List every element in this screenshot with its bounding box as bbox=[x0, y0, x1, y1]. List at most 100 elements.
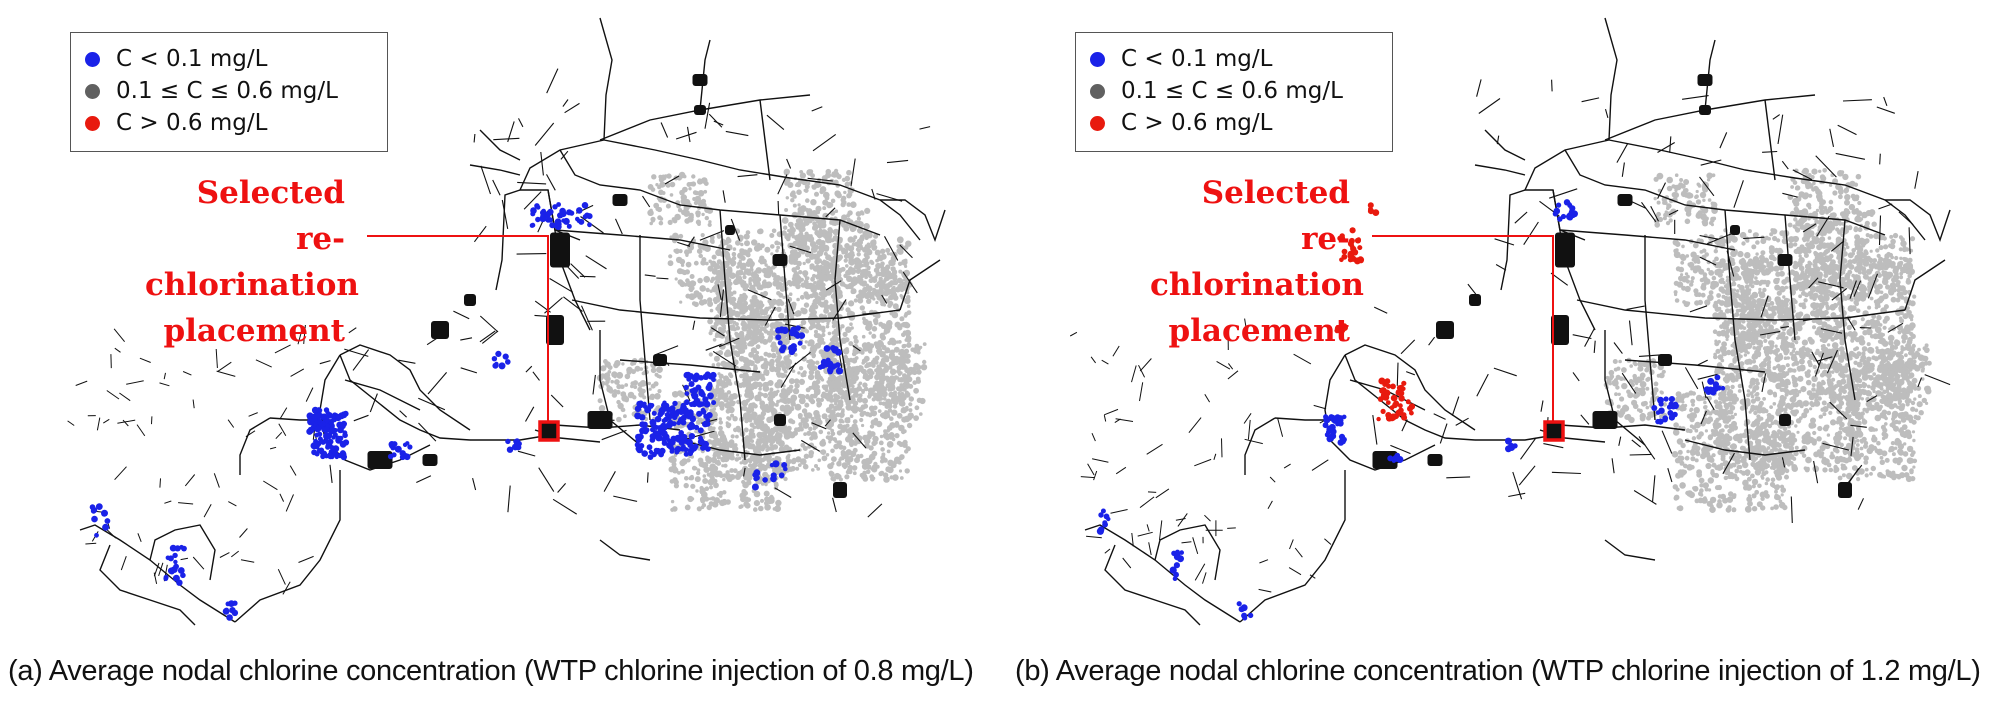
mid-node bbox=[848, 300, 855, 307]
pipe-line bbox=[725, 130, 749, 137]
pipe-line bbox=[75, 380, 88, 386]
mid-node bbox=[751, 429, 755, 433]
mid-node bbox=[765, 272, 772, 279]
mid-node bbox=[851, 465, 858, 471]
pipe-line bbox=[523, 191, 542, 210]
mid-node bbox=[1778, 306, 1785, 313]
low-node bbox=[676, 436, 682, 441]
mid-node bbox=[750, 423, 755, 428]
pipe-line bbox=[562, 99, 569, 107]
mid-node bbox=[839, 412, 845, 418]
mid-node bbox=[829, 422, 834, 428]
mid-node bbox=[701, 212, 705, 217]
mid-node bbox=[738, 348, 744, 354]
mid-node bbox=[785, 458, 792, 465]
mid-node bbox=[748, 281, 752, 285]
mid-node bbox=[767, 395, 774, 402]
low-node bbox=[751, 483, 759, 491]
mid-node bbox=[733, 448, 738, 452]
mid-node bbox=[805, 258, 811, 264]
mid-node bbox=[813, 281, 817, 285]
mid-node bbox=[865, 433, 872, 440]
mid-node bbox=[784, 181, 789, 186]
low-node bbox=[323, 407, 330, 413]
mid-node bbox=[916, 350, 921, 355]
low-node bbox=[559, 210, 567, 218]
low-node bbox=[672, 400, 678, 407]
mid-node bbox=[783, 170, 789, 176]
mid-node bbox=[764, 246, 771, 253]
low-node bbox=[656, 425, 662, 431]
mid-node bbox=[922, 342, 927, 346]
mid-node bbox=[829, 311, 837, 318]
dense-block bbox=[367, 451, 393, 469]
mid-node bbox=[733, 350, 739, 356]
pipe-line bbox=[213, 473, 220, 488]
mid-node bbox=[766, 446, 772, 451]
mid-node bbox=[719, 387, 724, 392]
mid-node bbox=[751, 294, 758, 301]
mid-node bbox=[746, 441, 750, 445]
mid-node bbox=[757, 335, 764, 342]
mid-node bbox=[700, 233, 705, 238]
mid-node bbox=[889, 384, 896, 391]
mid-node bbox=[764, 263, 768, 267]
mid-node bbox=[825, 453, 830, 457]
mid-node bbox=[752, 377, 757, 381]
mid-node bbox=[864, 383, 868, 387]
pipe-network bbox=[67, 17, 946, 626]
mid-node bbox=[750, 347, 758, 354]
mid-node bbox=[716, 460, 722, 466]
mid-node bbox=[649, 211, 654, 216]
pipe-line bbox=[178, 502, 194, 505]
mid-node bbox=[671, 217, 676, 222]
low-node bbox=[835, 348, 843, 356]
mid-node bbox=[713, 321, 719, 327]
mid-node bbox=[770, 444, 776, 450]
mid-node bbox=[778, 446, 786, 453]
mid-node bbox=[700, 202, 707, 209]
low-node bbox=[795, 325, 801, 331]
mid-node bbox=[817, 281, 821, 285]
mid-node bbox=[825, 168, 832, 175]
mid-node bbox=[875, 392, 882, 400]
mid-node bbox=[834, 190, 841, 197]
mid-node bbox=[893, 459, 899, 465]
mid-node bbox=[1713, 300, 1719, 306]
mid-node bbox=[821, 392, 829, 399]
mid-node bbox=[818, 242, 822, 246]
mid-node bbox=[846, 217, 851, 222]
mid-node bbox=[793, 256, 799, 262]
mid-node bbox=[1782, 300, 1788, 306]
mid-node bbox=[710, 240, 715, 244]
mid-node bbox=[843, 190, 847, 195]
pipe-line bbox=[784, 323, 805, 329]
mid-node bbox=[612, 389, 618, 394]
mid-node bbox=[822, 212, 829, 220]
mid-node bbox=[756, 276, 762, 283]
pipe-line bbox=[713, 120, 724, 126]
mid-node bbox=[709, 485, 713, 490]
mid-node bbox=[859, 305, 865, 311]
mid-node bbox=[790, 458, 797, 465]
mid-node bbox=[887, 281, 893, 288]
pipe-line bbox=[319, 360, 331, 365]
mid-node bbox=[1737, 383, 1743, 389]
pipe-line bbox=[902, 271, 918, 294]
pipe-line bbox=[479, 315, 499, 333]
pipe-line bbox=[599, 17, 613, 141]
mid-node bbox=[848, 260, 853, 265]
mid-node bbox=[1730, 384, 1735, 390]
mid-node bbox=[857, 277, 864, 284]
mid-node bbox=[705, 455, 710, 461]
low-node bbox=[169, 567, 175, 573]
pipe-line bbox=[480, 165, 492, 195]
low-node bbox=[511, 443, 519, 451]
mid-node bbox=[771, 228, 777, 234]
mid-node bbox=[827, 431, 831, 435]
mid-node bbox=[890, 292, 898, 299]
mid-node bbox=[1720, 453, 1726, 459]
mid-node bbox=[880, 301, 885, 307]
mid-node bbox=[750, 433, 755, 438]
pipe-line bbox=[453, 310, 470, 320]
